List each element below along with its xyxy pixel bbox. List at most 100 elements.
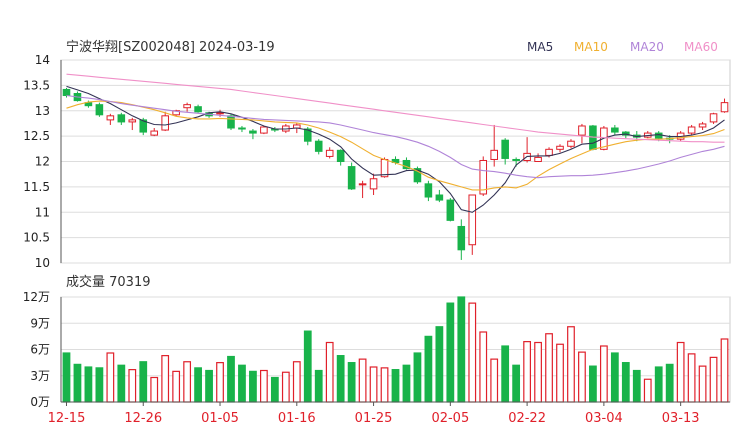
candle [457, 219, 466, 260]
volume-bar-up [216, 362, 224, 403]
date-tick-label: 01-25 [355, 411, 393, 426]
date-tick-label: 01-16 [278, 411, 316, 426]
candle-body-up [687, 126, 696, 134]
candle [336, 149, 345, 166]
volume-bar-up [643, 378, 652, 403]
volume-bar-down [391, 369, 400, 403]
legend-ma20: MA20 [630, 40, 664, 54]
price-grid [60, 59, 731, 264]
volume-bar-down [205, 369, 213, 403]
candle [687, 124, 696, 136]
candle-body-up [578, 125, 586, 136]
candle [314, 139, 323, 155]
volume-bar-down [512, 364, 521, 403]
candle-body-up [358, 183, 367, 186]
candle-body-up [556, 145, 564, 150]
volume-bar-up [578, 351, 586, 403]
candle-body-down [424, 183, 433, 198]
candle-body-down [303, 128, 312, 142]
candle-body-up [709, 113, 718, 123]
volume-bar-up [183, 361, 192, 403]
candle [161, 111, 169, 132]
volume-bar-up [128, 369, 137, 403]
chart-title: 宁波华翔[SZ002048] 2024-03-19 [66, 39, 275, 55]
candle-body-up [260, 126, 268, 134]
candle [260, 125, 268, 135]
volume-bar-up [292, 361, 301, 403]
volume-bar-up [150, 376, 159, 403]
candle [490, 124, 498, 167]
candle-body-down [194, 106, 202, 113]
price-tick-label: 12.5 [23, 129, 50, 143]
candle [468, 194, 477, 255]
candle [567, 139, 575, 149]
ma-line-ma20 [66, 94, 725, 179]
volume-tick-label: 0万 [30, 395, 50, 409]
volume-bar-down [95, 367, 104, 403]
candle [238, 125, 246, 133]
volume-bar-up [281, 371, 290, 403]
moving-average-lines [66, 73, 725, 213]
price-tick-label: 10.5 [23, 231, 50, 245]
candle [358, 180, 367, 199]
candle [150, 128, 159, 137]
volume-tick-label: 3万 [30, 369, 50, 383]
legend-ma60: MA60 [684, 40, 718, 54]
price-tick-label: 11 [35, 205, 50, 219]
candle [643, 131, 652, 139]
date-tick-label: 03-04 [585, 411, 623, 426]
candle [95, 102, 104, 117]
volume-bar-down [610, 352, 619, 403]
volume-bar-up [468, 302, 477, 403]
candle-body-up [545, 148, 553, 156]
candle [106, 113, 115, 125]
candle-body-up [490, 149, 498, 160]
candle-body-down [457, 225, 466, 251]
candle-body-down [227, 115, 235, 129]
candle [413, 166, 422, 184]
volume-bar-up [556, 343, 564, 403]
candle [611, 124, 619, 136]
volume-bar-up [709, 356, 718, 403]
candle [446, 198, 455, 222]
volume-bar-down [665, 363, 674, 403]
volume-bar-up [369, 366, 378, 403]
price-tick-label: 11.5 [23, 180, 50, 194]
volume-tick-label: 9万 [30, 316, 50, 330]
volume-bar-up [545, 333, 553, 403]
date-tick-label: 03-13 [662, 411, 700, 426]
volume-bar-down [347, 362, 356, 403]
volume-bar-down [249, 370, 257, 403]
price-tick-label: 10 [35, 256, 50, 270]
candle-body-up [369, 178, 378, 190]
volume-bar-up [490, 358, 499, 403]
candle-body-down [402, 159, 411, 170]
price-tick-label: 13 [35, 104, 50, 118]
candle-body-down [117, 114, 126, 123]
volume-bar-down [194, 367, 202, 403]
volume-bar-up [676, 341, 685, 403]
volume-bar-down [413, 352, 422, 403]
volume-bar-up [380, 367, 389, 403]
candle [249, 129, 257, 140]
candle [128, 117, 137, 131]
price-tick-label: 13.5 [23, 78, 50, 92]
date-tick-label: 01-05 [201, 411, 239, 426]
volume-bar-down [654, 366, 663, 403]
volume-bar-down [457, 296, 466, 403]
volume-tick-label: 6万 [30, 343, 50, 357]
candle [424, 180, 433, 202]
volume-axis: 0万 3万 6万 9万 12万 [23, 290, 62, 409]
volume-bar-down [336, 355, 345, 403]
volume-bar-down [62, 352, 71, 403]
volume-bar-down [139, 361, 148, 403]
volume-bar-down [632, 369, 641, 403]
volume-tick-label: 12万 [23, 290, 50, 304]
candle-body-up [534, 156, 542, 163]
candle-body-up [720, 102, 729, 113]
volume-bar-up [161, 355, 170, 403]
candle [435, 189, 444, 203]
candle-body-down [413, 168, 422, 183]
